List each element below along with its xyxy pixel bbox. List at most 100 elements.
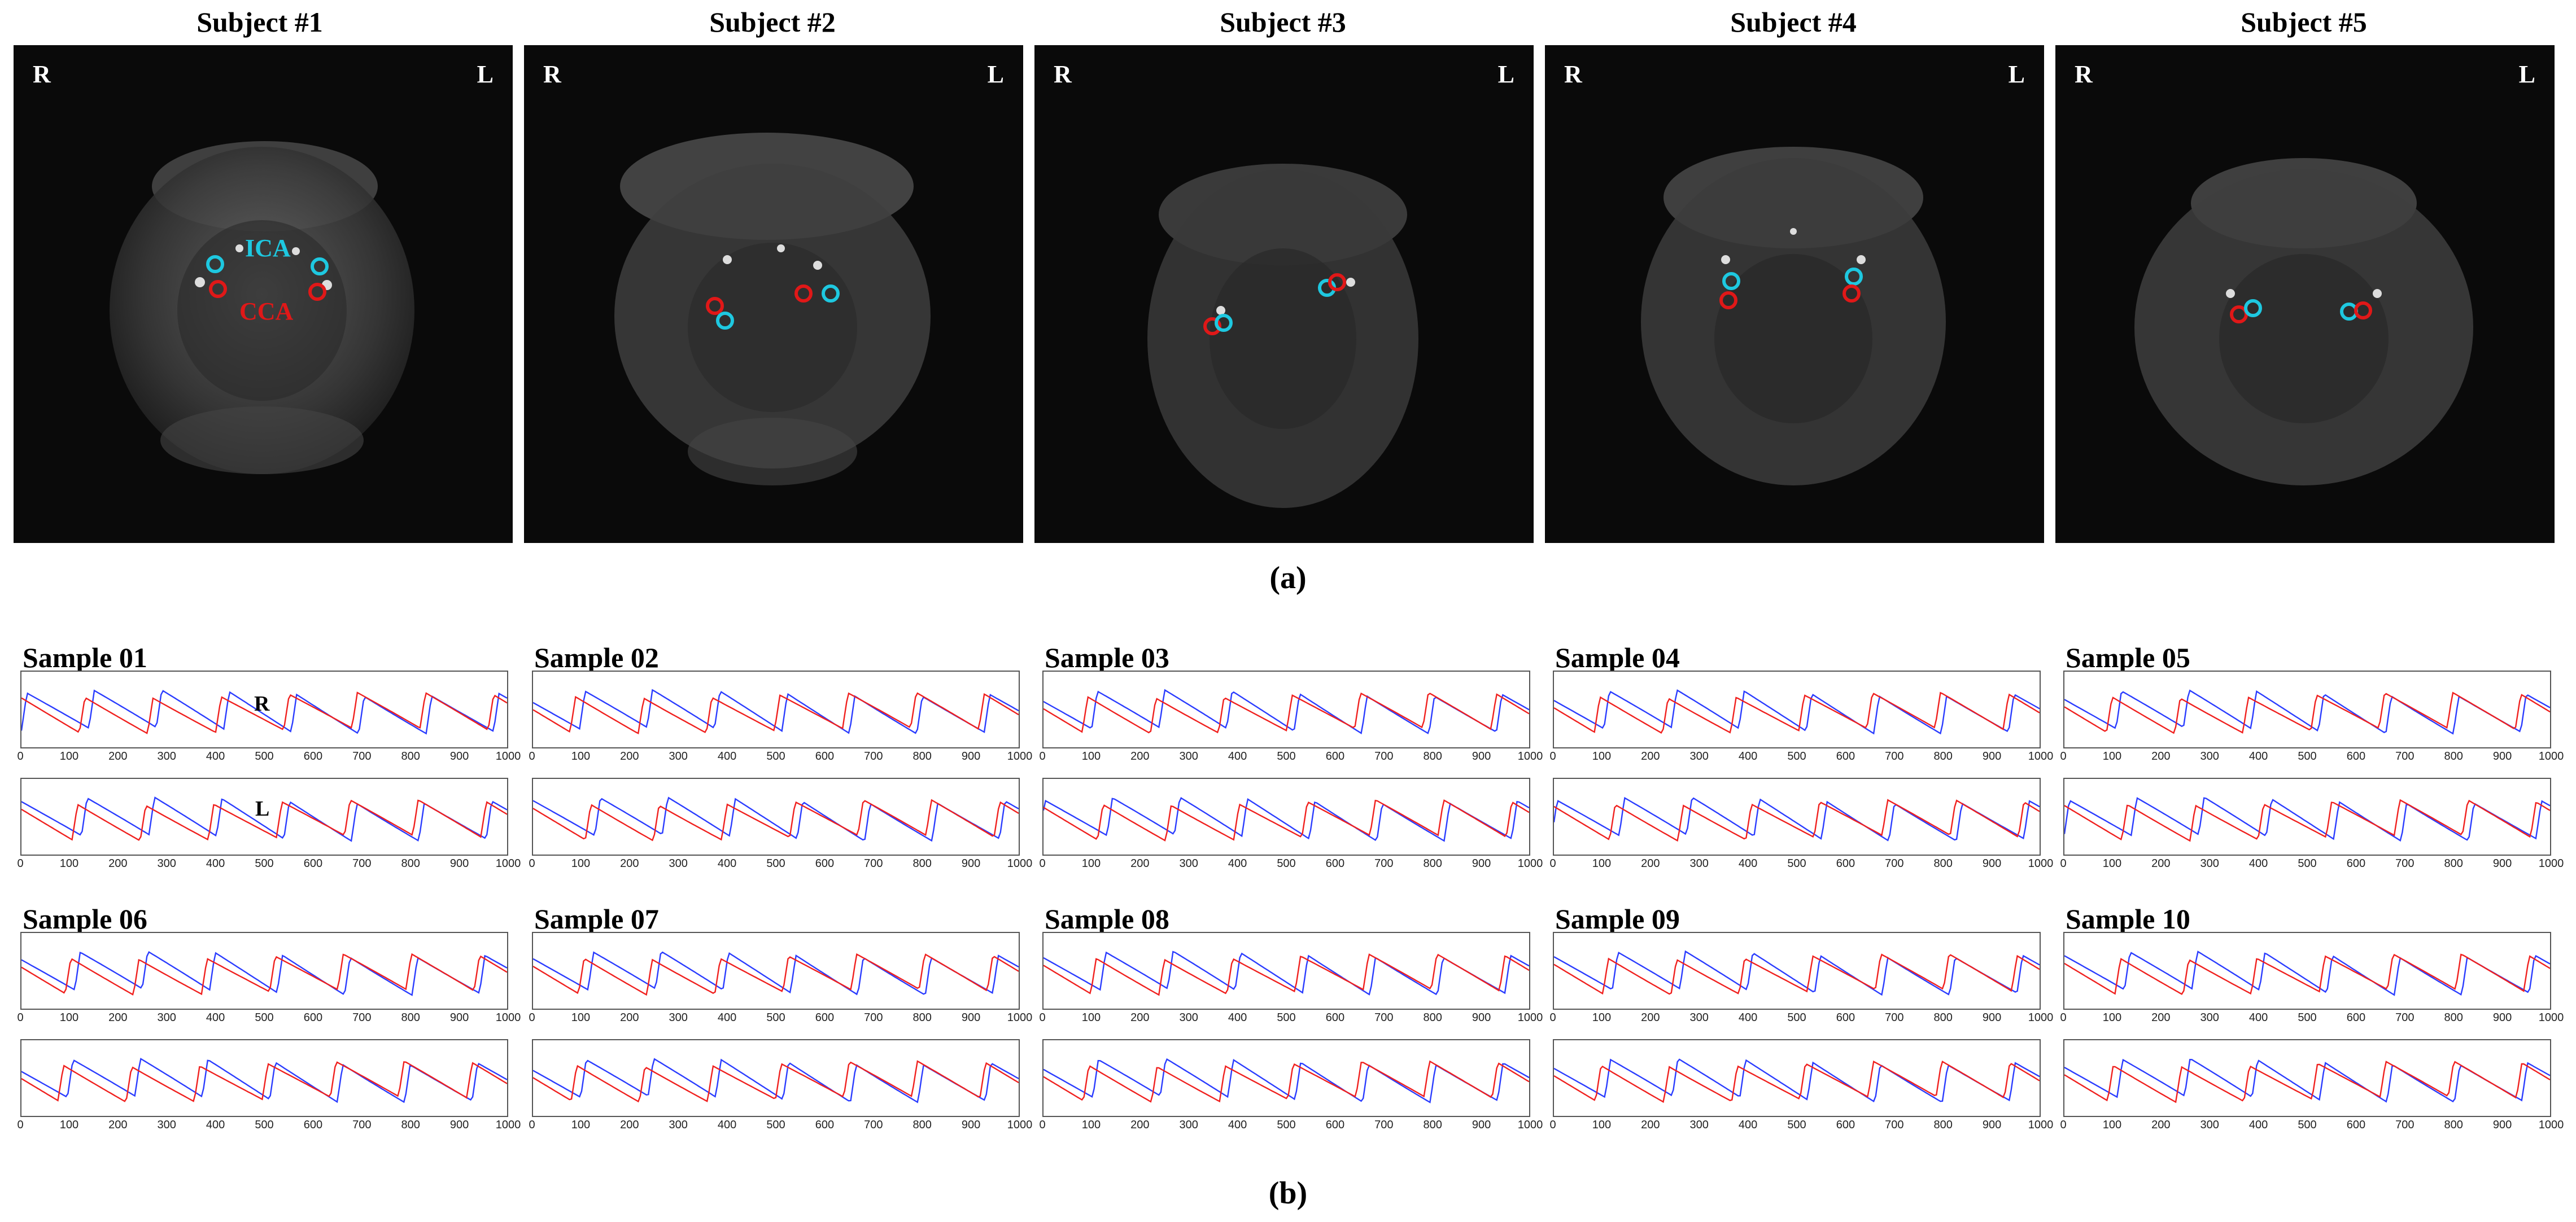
waveform-svg [1044,1058,1529,1103]
x-tick-label: 900 [2492,1011,2512,1024]
x-tick-label: 300 [157,1119,176,1131]
x-tick-label: 900 [1472,1011,1491,1024]
x-tick-label: 400 [206,750,225,763]
x-tick-label: 100 [59,1011,79,1024]
x-tick-label: 1000 [2538,1011,2564,1024]
series-line-blue [1554,796,2040,842]
row-tag-left: L [255,797,270,821]
waveform-svg [1554,1058,2040,1103]
x-axis-ticks: 0 100 200 300 400 500 600 700 800 900 1000 [2060,857,2564,871]
x-tick-label: 100 [2102,857,2122,870]
x-axis-ticks: 0 100 200 300 400 500 600 700 800 900 1000 [2060,1119,2564,1133]
series-line-red [21,1061,507,1102]
x-tick-label: 400 [717,750,737,763]
side-label-r: R [2075,60,2093,88]
waveform-svg [533,689,1019,734]
x-tick-label: 500 [766,857,785,870]
x-tick-label: 1000 [495,857,521,870]
x-tick-label: 1000 [2538,1119,2564,1131]
x-axis-ticks: 0 100 200 300 400 500 600 700 800 900 1000 [529,1011,1032,1026]
series-line-red [1044,1060,1529,1103]
x-tick-label: 700 [2395,1119,2415,1131]
waveform-svg [2064,689,2550,735]
x-tick-label: 800 [1423,1011,1442,1024]
series-line-blue [1554,950,2040,996]
x-tick-label: 0 [1039,750,1046,763]
sample-title: Sample 03 [1045,642,1169,673]
x-tick-label: 1000 [1517,1011,1543,1024]
series-line-red [533,692,1019,734]
cca-label: CCA [239,297,294,325]
series-line-red [1044,692,1529,734]
waveform-svg [21,689,507,735]
x-tick-label: 0 [529,1011,535,1024]
x-axis-ticks: 0 100 200 300 400 500 600 700 800 900 1000 [17,1011,521,1026]
x-tick-label: 400 [1228,857,1247,870]
x-tick-label: 1000 [2538,750,2564,763]
x-tick-label: 0 [529,857,535,870]
x-tick-label: 300 [1689,750,1709,763]
x-tick-label: 200 [620,1011,639,1024]
x-tick-label: 800 [2444,857,2463,870]
x-tick-label: 200 [108,1119,128,1131]
x-tick-label: 400 [2248,1011,2268,1024]
x-tick-label: 700 [1374,857,1394,870]
x-axis-ticks: 0 100 200 300 400 500 600 700 800 900 1000 [2060,1011,2564,1026]
x-tick-label: 100 [571,750,591,763]
x-tick-label: 800 [1933,1011,1953,1024]
x-tick-label: 700 [1885,1011,1904,1024]
x-axis-ticks: 0 100 200 300 400 500 600 700 800 900 1000 [1549,857,2053,871]
x-tick-label: 400 [1228,1011,1247,1024]
x-tick-label: 100 [1592,857,1612,870]
x-axis-ticks: 0 100 200 300 400 500 600 700 800 900 1000 [1039,1011,1543,1026]
series-line-red [21,953,507,996]
x-tick-label: 700 [2395,857,2415,870]
series-line-blue [2064,797,2550,842]
sample-title: Sample 08 [1045,903,1169,935]
x-tick-label: 700 [864,1011,883,1024]
part-label-a: (a) [1269,560,1307,595]
series-line-red [2064,1061,2550,1103]
waveform-plot-right [20,932,508,1010]
x-tick-label: 1000 [1517,750,1543,763]
x-tick-label: 700 [2395,1011,2415,1024]
waveform-plot-right [20,671,508,748]
x-tick-label: 500 [1787,857,1806,870]
x-tick-label: 600 [303,1011,323,1024]
x-tick-label: 1000 [1007,1119,1033,1131]
x-tick-label: 400 [1738,1011,1758,1024]
series-line-red [533,1060,1019,1103]
side-label-l: L [2008,60,2025,88]
waveform-svg [533,951,1019,996]
series-line-red [21,799,507,841]
waveform-plot-left [1553,778,2041,856]
series-line-blue [1044,797,1529,842]
waveform-plot-right [532,671,1020,748]
x-axis-ticks: 0 100 200 300 400 500 600 700 800 900 1000 [2060,751,2564,764]
x-tick-label: 600 [1836,857,1855,870]
mri-image-subject-2: R L [524,45,1023,543]
series-line-blue [533,689,1019,734]
x-tick-label: 400 [1228,750,1247,763]
subject-title-2: Subject #2 [709,6,836,38]
series-line-red [21,691,507,734]
x-tick-label: 1000 [495,1119,521,1131]
x-tick-label: 200 [1641,750,1660,763]
x-tick-label: 400 [206,857,225,870]
x-tick-label: 700 [1885,1119,1904,1131]
x-tick-label: 0 [1549,1011,1556,1024]
side-label-l: L [477,60,494,88]
waveform-svg [2064,797,2550,842]
x-tick-label: 200 [620,750,639,763]
side-label-l: L [2518,60,2535,88]
series-line-blue [1044,951,1529,996]
sample-title: Sample 04 [1555,642,1680,673]
x-tick-label: 700 [1374,1011,1394,1024]
x-tick-label: 100 [1592,750,1612,763]
waveform-plot-left [1553,1039,2041,1117]
x-tick-label: 600 [815,1119,835,1131]
waveform-svg [21,951,507,996]
x-tick-label: 500 [255,857,274,870]
waveform-plot-left [532,778,1020,856]
x-tick-label: 0 [17,750,24,763]
